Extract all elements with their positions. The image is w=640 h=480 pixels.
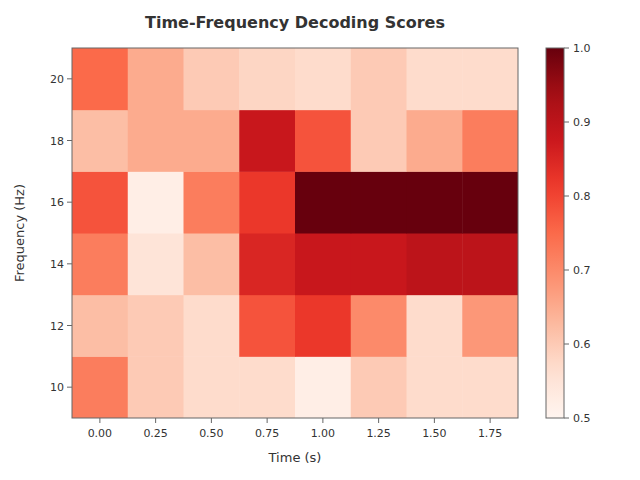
y-tick-label: 10 <box>50 381 64 394</box>
y-axis-label: Frequency (Hz) <box>12 184 27 282</box>
heat-cell <box>239 171 295 233</box>
heat-cell <box>351 233 407 295</box>
heat-cell <box>128 171 184 233</box>
cells <box>72 48 518 418</box>
x-tick <box>99 418 100 423</box>
heat-cell <box>295 110 351 172</box>
heat-cell <box>184 233 240 295</box>
heat-cell <box>407 295 463 357</box>
heat-cell <box>295 356 351 418</box>
heat-cell <box>72 295 128 357</box>
heat-cell <box>407 171 463 233</box>
y-tick-label: 18 <box>50 135 64 148</box>
x-tick-label: 1.00 <box>311 427 336 440</box>
x-tick <box>378 418 379 423</box>
y-tick <box>67 78 72 79</box>
x-tick <box>155 418 156 423</box>
y-tick <box>67 387 72 388</box>
heat-cell <box>239 48 295 110</box>
heat-cell <box>351 110 407 172</box>
y-tick <box>67 263 72 264</box>
plot-frame <box>72 48 518 418</box>
heat-cell <box>128 356 184 418</box>
colorbar-tick-label: 0.6 <box>573 338 591 351</box>
heat-cell <box>128 48 184 110</box>
x-tick-label: 0.75 <box>255 427 280 440</box>
x-tick <box>211 418 212 423</box>
heat-cell <box>72 48 128 110</box>
heat-cell <box>128 233 184 295</box>
y-tick-label: 12 <box>50 320 64 333</box>
x-tick-label: 0.25 <box>143 427 168 440</box>
colorbar-tick-label: 0.7 <box>573 264 591 277</box>
heat-cell <box>239 110 295 172</box>
heat-cell <box>184 295 240 357</box>
heat-cell <box>128 110 184 172</box>
heat-cell <box>72 171 128 233</box>
heat-cell <box>72 356 128 418</box>
x-tick-label: 1.25 <box>366 427 391 440</box>
heat-cell <box>351 48 407 110</box>
colorbar-scale <box>546 48 564 418</box>
heat-cell <box>407 48 463 110</box>
heat-cell <box>462 356 518 418</box>
colorbar-tick-label: 1.0 <box>573 42 591 55</box>
colorbar-tick-label: 0.8 <box>573 190 591 203</box>
y-tick <box>67 202 72 203</box>
x-tick <box>322 418 323 423</box>
y-tick <box>67 140 72 141</box>
heat-cell <box>184 171 240 233</box>
colorbar-tick <box>564 344 569 345</box>
title: Time-Frequency Decoding Scores <box>145 13 445 32</box>
heat-cell <box>239 356 295 418</box>
heat-cell <box>407 356 463 418</box>
heat-cell <box>462 233 518 295</box>
heat-cell <box>462 110 518 172</box>
colorbar-tick <box>564 196 569 197</box>
heat-cell <box>462 171 518 233</box>
y-axis: 10 12 14 16 18 20 <box>50 73 72 394</box>
heat-cell <box>295 233 351 295</box>
heat-cell <box>407 233 463 295</box>
heat-cell <box>184 356 240 418</box>
x-axis-label: Time (s) <box>268 450 322 465</box>
x-tick-label: 0.00 <box>88 427 113 440</box>
x-tick-label: 1.50 <box>422 427 447 440</box>
heat-cell <box>462 48 518 110</box>
heat-cell <box>351 171 407 233</box>
heat-cell <box>239 233 295 295</box>
x-tick <box>434 418 435 423</box>
y-tick-label: 20 <box>50 73 64 86</box>
colorbar-tick <box>564 418 569 419</box>
heat-cell <box>295 295 351 357</box>
y-tick-label: 14 <box>50 258 64 271</box>
heat-cell <box>407 110 463 172</box>
x-tick-label: 1.75 <box>478 427 503 440</box>
x-tick <box>490 418 491 423</box>
colorbar-tick-label: 0.5 <box>573 412 591 425</box>
colorbar: 0.5 0.6 0.7 0.8 0.9 1.0 <box>546 42 591 425</box>
x-tick <box>267 418 268 423</box>
x-axis: 0.00 0.25 0.50 0.75 1.00 1.25 1.50 1.75 <box>88 418 503 440</box>
colorbar-tick-label: 0.9 <box>573 116 591 129</box>
heat-cell <box>351 356 407 418</box>
page: {"chart_data": {"type": "heatmap", "titl… <box>0 0 640 480</box>
y-tick <box>67 325 72 326</box>
heat-cell <box>351 295 407 357</box>
colorbar-tick <box>564 122 569 123</box>
colorbar-tick <box>564 48 569 49</box>
colorbar-tick <box>564 270 569 271</box>
chart: 0.00 0.25 0.50 0.75 1.00 1.25 1.50 1.75 10 12 14 16… <box>0 0 640 480</box>
x-tick-label: 0.50 <box>199 427 224 440</box>
y-tick-label: 16 <box>50 196 64 209</box>
heat-cell <box>184 110 240 172</box>
heat-cell <box>184 48 240 110</box>
heat-cell <box>295 171 351 233</box>
heat-cell <box>128 295 184 357</box>
heat-cell <box>72 110 128 172</box>
heat-cell <box>239 295 295 357</box>
heat-cell <box>72 233 128 295</box>
heat-cell <box>462 295 518 357</box>
heat-cell <box>295 48 351 110</box>
